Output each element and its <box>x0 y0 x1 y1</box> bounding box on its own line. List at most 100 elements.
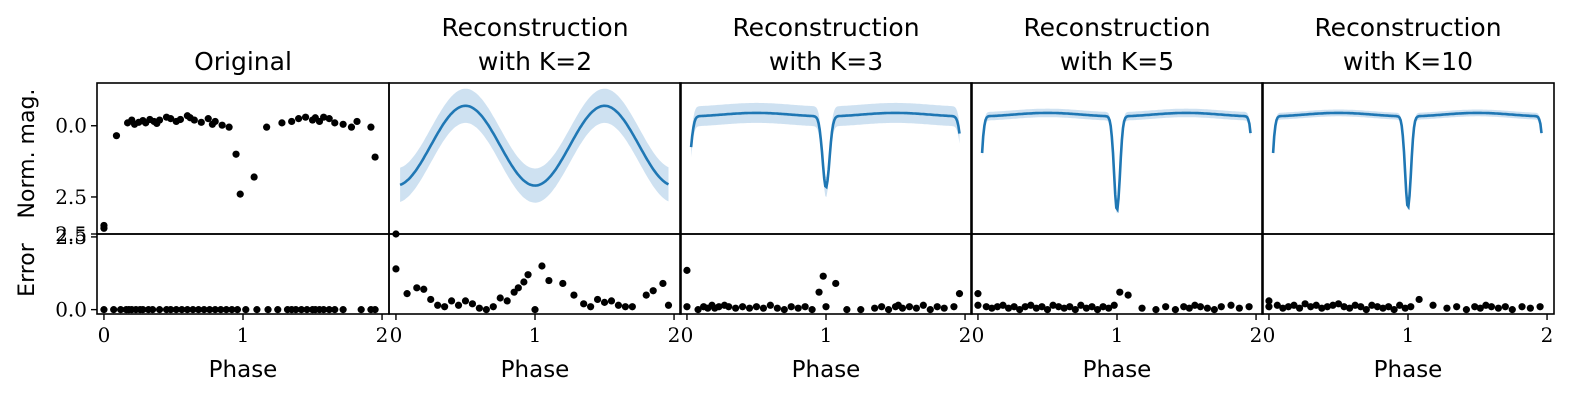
error-point <box>912 304 920 312</box>
magnitude-point <box>190 116 198 124</box>
error-point <box>331 306 339 314</box>
error-point <box>1099 303 1107 311</box>
error-point <box>1027 301 1035 309</box>
error-point <box>392 265 400 273</box>
error-point <box>117 306 125 314</box>
error-point <box>1329 301 1337 309</box>
error-point <box>559 279 567 288</box>
error-point <box>149 306 157 314</box>
error-point <box>1301 300 1309 308</box>
error-point <box>441 303 449 311</box>
x-tick-label: 1 <box>1111 323 1124 347</box>
y-tick-label: 2.5 <box>55 185 87 209</box>
error-point <box>545 276 553 285</box>
magnitude-point <box>211 117 219 126</box>
error-point <box>1049 301 1057 309</box>
error-point <box>413 284 421 292</box>
error-point <box>1312 301 1320 309</box>
error-point <box>898 304 907 312</box>
reconstruction-curve <box>399 104 670 187</box>
error-point <box>1290 301 1298 309</box>
error-point <box>1415 295 1423 304</box>
error-point <box>454 301 463 309</box>
error-point <box>1171 306 1179 314</box>
magnitude-point <box>197 118 205 126</box>
error-point <box>988 304 996 312</box>
error-point <box>843 306 851 314</box>
reconstruction-curve <box>1271 111 1543 211</box>
error-point <box>1368 301 1376 309</box>
error-point <box>794 304 802 312</box>
error-point <box>274 306 282 314</box>
error-point <box>520 278 528 286</box>
error-point <box>759 304 768 312</box>
error-point <box>1494 304 1502 312</box>
magnitude-point <box>325 115 333 123</box>
x-axis-label: Phase <box>1374 357 1443 383</box>
error-point <box>194 306 203 314</box>
error-point <box>303 306 311 314</box>
error-point <box>1340 303 1348 311</box>
error-point <box>659 279 667 288</box>
error-point <box>1060 304 1068 312</box>
magnitude-point <box>218 121 226 129</box>
error-point <box>1055 303 1063 311</box>
error-point <box>801 303 809 311</box>
error-point <box>1185 304 1193 312</box>
error-point <box>357 306 365 314</box>
error-point <box>1518 303 1526 311</box>
error-point <box>1116 288 1124 296</box>
y-tick-label: 2.5 <box>55 222 87 246</box>
top-y-axis-label: Norm. mag. <box>15 89 40 219</box>
error-point <box>1407 303 1415 311</box>
error-point <box>447 297 456 305</box>
error-point <box>1334 300 1343 308</box>
error-point <box>570 291 578 299</box>
error-point <box>189 306 197 314</box>
error-point <box>607 297 616 305</box>
magnitude-point <box>367 123 375 131</box>
error-point <box>1110 301 1118 309</box>
error-point <box>297 306 305 314</box>
error-point <box>940 304 948 312</box>
error-point <box>1152 306 1160 314</box>
error-point <box>503 297 511 305</box>
error-point <box>1077 301 1085 309</box>
x-axis-label: Phase <box>792 357 861 383</box>
error-point <box>780 306 788 314</box>
error-point <box>614 301 623 309</box>
magnitude-point <box>167 115 175 123</box>
x-tick-label: 2 <box>1250 323 1263 347</box>
error-point <box>683 266 691 274</box>
error-point <box>999 301 1007 309</box>
x-tick-label: 1 <box>1402 323 1415 347</box>
magnitude-point <box>278 119 286 127</box>
error-point <box>1010 303 1018 311</box>
error-point <box>100 306 108 314</box>
error-point <box>580 300 588 308</box>
error-point <box>905 303 914 311</box>
error-point <box>1508 306 1516 314</box>
error-point <box>514 284 522 292</box>
error-point <box>1462 306 1470 314</box>
x-tick-label: 2 <box>376 323 389 347</box>
error-point <box>434 301 442 309</box>
error-point <box>919 301 927 309</box>
error-point <box>420 285 428 293</box>
error-point <box>524 271 532 279</box>
error-point <box>808 306 816 314</box>
error-point <box>1227 301 1235 309</box>
error-point <box>1273 301 1281 309</box>
error-point <box>1088 303 1096 311</box>
error-point <box>531 306 539 314</box>
error-point <box>538 262 546 270</box>
error-point <box>933 303 941 311</box>
x-tick-label: 0 <box>681 323 694 347</box>
error-point <box>1536 303 1544 311</box>
error-point <box>211 306 219 314</box>
error-point <box>217 306 225 314</box>
error-point <box>642 291 650 299</box>
error-point <box>1362 306 1370 314</box>
x-axis-label: Phase <box>1083 357 1152 383</box>
error-point <box>1357 303 1365 311</box>
